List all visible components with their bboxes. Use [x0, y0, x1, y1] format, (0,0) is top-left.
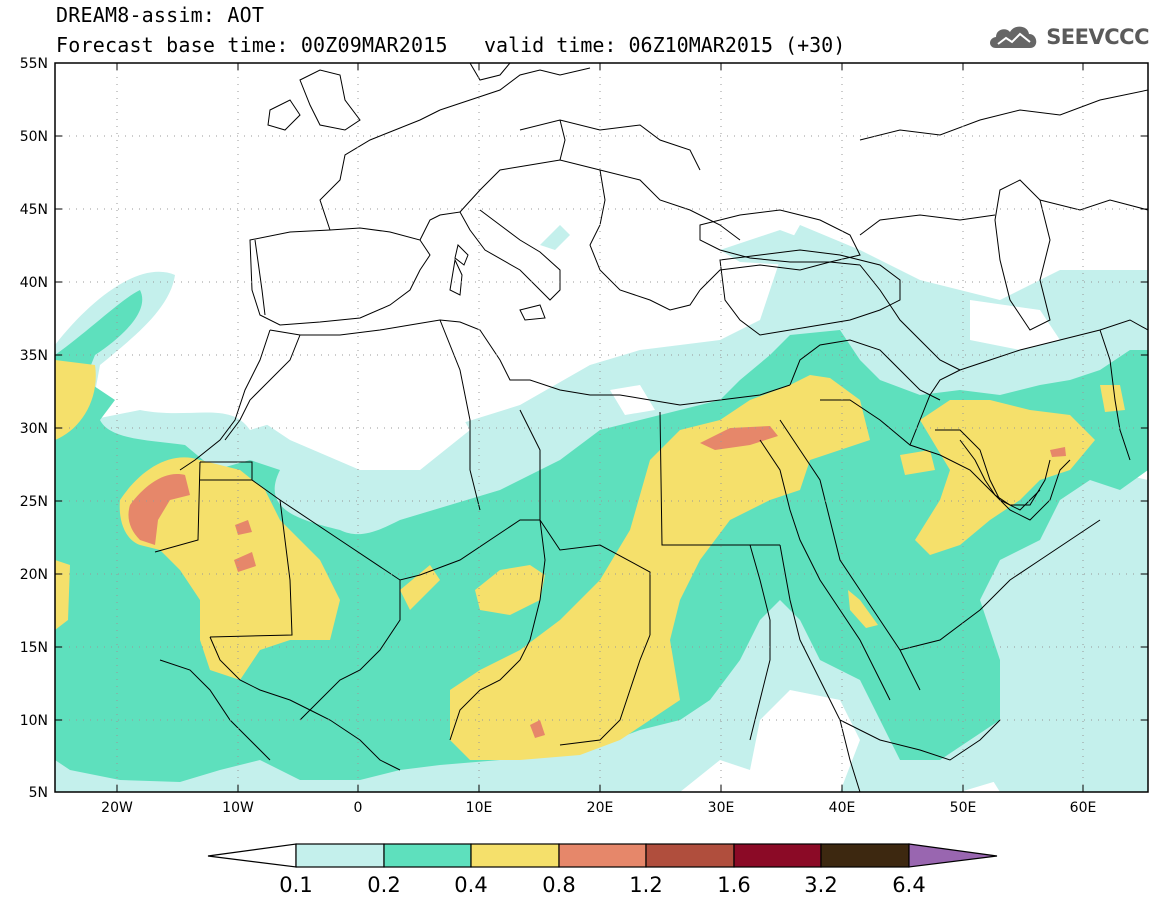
lat-label: 20N	[20, 567, 48, 583]
colorbar-swatch	[383, 843, 472, 868]
lon-label: 20W	[101, 800, 133, 816]
colorbar-swatch	[295, 843, 385, 868]
latitude-labels: 55N 50N 45N 40N 35N 30N 25N 20N 15N 10N …	[20, 56, 48, 801]
lat-label: 55N	[20, 56, 48, 72]
cloud-icon	[990, 26, 1037, 48]
seevccc-logo: SEEVCCC	[986, 22, 1149, 52]
lat-label: 45N	[20, 202, 48, 218]
lat-label: 5N	[29, 785, 48, 801]
lat-label: 50N	[20, 129, 48, 145]
colorbar-swatch	[908, 843, 998, 868]
lat-label: 25N	[20, 494, 48, 510]
colorbar-swatch	[645, 843, 735, 868]
lon-label: 60E	[1070, 800, 1097, 816]
lon-label: 20E	[587, 800, 614, 816]
aot-field	[55, 63, 1148, 792]
lon-label: 40E	[829, 800, 856, 816]
lon-label: 0	[354, 800, 363, 816]
colorbar-swatch	[207, 843, 297, 868]
lat-label: 40N	[20, 275, 48, 291]
aot-level-0.8	[128, 426, 1066, 738]
colorbar-swatch	[733, 843, 822, 868]
colorbar-swatch	[558, 843, 647, 868]
colorbar-swatch	[820, 843, 910, 868]
aot-level-0.4	[55, 360, 1125, 760]
lat-label: 35N	[20, 348, 48, 364]
logo-text: SEEVCCC	[1046, 25, 1149, 49]
lat-label: 30N	[20, 421, 48, 437]
colorbar-label: 0.2	[367, 873, 400, 897]
axis-ticks	[55, 62, 1148, 792]
colorbar	[207, 843, 998, 868]
colorbar-label: 0.1	[279, 873, 312, 897]
lat-label: 10N	[20, 713, 48, 729]
lat-label: 15N	[20, 640, 48, 656]
colorbar-label: 1.2	[629, 873, 662, 897]
valid-time: valid time: 06Z10MAR2015 (+30)	[484, 33, 846, 57]
lon-label: 30E	[708, 800, 735, 816]
longitude-labels: 20W 10W 0 10E 20E 30E 40E 50E 60E	[101, 800, 1096, 816]
aot-level-0.2	[55, 290, 1148, 782]
graticule	[55, 63, 1148, 792]
map-title: DREAM8-assim: AOT	[56, 3, 265, 27]
colorbar-swatch	[470, 843, 560, 868]
colorbar-label: 0.4	[454, 873, 487, 897]
lon-label: 10E	[466, 800, 493, 816]
colorbar-label: 0.8	[542, 873, 575, 897]
lon-label: 50E	[950, 800, 977, 816]
colorbar-label: 3.2	[804, 873, 837, 897]
country-borders	[154, 63, 1148, 792]
lon-label: 10W	[222, 800, 254, 816]
forecast-base-time: Forecast base time: 00Z09MAR2015	[56, 33, 448, 57]
colorbar-label: 6.4	[892, 873, 925, 897]
colorbar-labels: 0.1 0.2 0.4 0.8 1.2 1.6 3.2 6.4	[279, 873, 925, 897]
colorbar-label: 1.6	[717, 873, 750, 897]
